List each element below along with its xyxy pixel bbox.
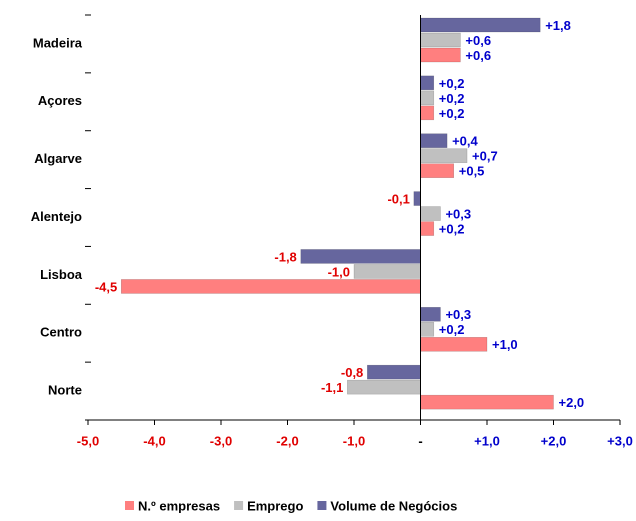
value-label: -0,8 bbox=[341, 365, 363, 380]
legend-swatch bbox=[125, 501, 134, 510]
legend-swatch bbox=[234, 501, 244, 510]
value-label: +2,0 bbox=[559, 395, 585, 410]
value-label: +0,6 bbox=[465, 33, 491, 48]
x-tick-label: -1,0 bbox=[343, 433, 365, 448]
legend-label: Volume de Negócios bbox=[330, 498, 457, 513]
value-label: +0,2 bbox=[439, 222, 465, 237]
bar bbox=[353, 264, 421, 279]
bar bbox=[420, 307, 441, 322]
category-label: Norte bbox=[48, 383, 82, 398]
bar bbox=[413, 191, 421, 206]
value-label: +0,4 bbox=[452, 134, 478, 149]
category-label: Algarve bbox=[34, 151, 82, 166]
bar bbox=[420, 337, 488, 352]
x-tick-label: - bbox=[418, 433, 422, 448]
category-label: Açores bbox=[38, 93, 82, 108]
legend-swatch bbox=[317, 501, 327, 510]
value-label: +0,2 bbox=[439, 76, 465, 91]
value-label: +0,7 bbox=[472, 149, 498, 164]
value-label: +0,6 bbox=[465, 48, 491, 63]
value-label: +0,2 bbox=[439, 106, 465, 121]
value-label: +1,0 bbox=[492, 337, 518, 352]
value-label: -1,8 bbox=[274, 249, 296, 264]
bar bbox=[347, 379, 421, 395]
value-label: -0,1 bbox=[387, 192, 409, 207]
bar bbox=[420, 47, 461, 63]
x-tick-label: -3,0 bbox=[210, 433, 232, 448]
category-label: Alentejo bbox=[31, 209, 82, 224]
category-label: Lisboa bbox=[40, 267, 83, 282]
value-label: +0,2 bbox=[439, 322, 465, 337]
bar bbox=[367, 364, 421, 380]
value-label: -1,0 bbox=[328, 264, 350, 279]
bar bbox=[420, 133, 448, 148]
x-tick-label: +1,0 bbox=[474, 433, 500, 448]
value-label: -4,5 bbox=[95, 279, 117, 294]
x-tick-label: +2,0 bbox=[541, 433, 567, 448]
value-label: +0,2 bbox=[439, 91, 465, 106]
bar bbox=[420, 148, 468, 163]
bar bbox=[420, 206, 441, 221]
bar bbox=[420, 394, 554, 410]
bar bbox=[300, 249, 421, 264]
bar bbox=[420, 322, 435, 337]
value-label: -1,1 bbox=[321, 380, 343, 395]
x-tick-label: +3,0 bbox=[607, 433, 633, 448]
legend-label: Emprego bbox=[247, 498, 303, 513]
bar bbox=[121, 279, 421, 294]
bar bbox=[420, 90, 435, 106]
bar bbox=[420, 32, 461, 48]
category-label: Madeira bbox=[33, 35, 83, 50]
legend-label: N.º empresas bbox=[138, 498, 220, 513]
x-tick-label: -2,0 bbox=[276, 433, 298, 448]
value-label: +0,5 bbox=[459, 164, 485, 179]
bar bbox=[420, 75, 435, 91]
value-label: +0,3 bbox=[445, 307, 471, 322]
bar bbox=[420, 17, 541, 33]
value-label: +0,3 bbox=[445, 207, 471, 222]
bar bbox=[420, 105, 435, 121]
x-tick-label: -5,0 bbox=[77, 433, 99, 448]
bar bbox=[420, 163, 454, 178]
x-tick-label: -4,0 bbox=[143, 433, 165, 448]
bar bbox=[420, 221, 435, 236]
value-label: +1,8 bbox=[545, 18, 571, 33]
category-label: Centro bbox=[40, 325, 82, 340]
